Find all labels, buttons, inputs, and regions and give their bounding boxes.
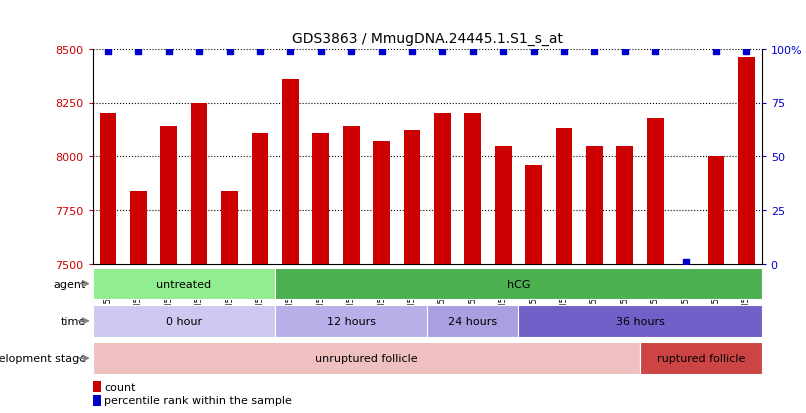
Text: hCG: hCG xyxy=(507,279,530,289)
Point xyxy=(588,48,601,55)
Bar xyxy=(586,146,603,264)
Point xyxy=(375,48,388,55)
Bar xyxy=(130,191,147,264)
Point xyxy=(405,48,418,55)
FancyBboxPatch shape xyxy=(93,305,275,337)
Text: count: count xyxy=(105,382,136,392)
Bar xyxy=(251,133,268,264)
Point xyxy=(345,48,358,55)
Text: unruptured follicle: unruptured follicle xyxy=(315,353,418,363)
Point xyxy=(709,48,722,55)
Point xyxy=(132,48,145,55)
Text: agent: agent xyxy=(54,279,86,289)
FancyBboxPatch shape xyxy=(518,305,762,337)
FancyBboxPatch shape xyxy=(93,342,640,374)
FancyBboxPatch shape xyxy=(640,342,762,374)
Bar xyxy=(313,133,329,264)
Title: GDS3863 / MmugDNA.24445.1.S1_s_at: GDS3863 / MmugDNA.24445.1.S1_s_at xyxy=(292,32,563,46)
Bar xyxy=(495,146,512,264)
Point xyxy=(314,48,327,55)
Bar xyxy=(93,395,101,406)
Bar xyxy=(738,58,755,264)
Text: untreated: untreated xyxy=(156,279,211,289)
Text: 24 hours: 24 hours xyxy=(448,316,497,326)
Bar xyxy=(526,166,542,264)
Bar xyxy=(343,127,359,264)
Bar xyxy=(282,80,299,264)
FancyBboxPatch shape xyxy=(275,305,427,337)
Bar xyxy=(647,118,663,264)
Bar xyxy=(191,103,207,264)
Point xyxy=(436,48,449,55)
Bar xyxy=(373,142,390,264)
FancyBboxPatch shape xyxy=(275,268,762,300)
Bar xyxy=(160,127,177,264)
Point xyxy=(527,48,540,55)
Point xyxy=(679,259,692,266)
Text: ruptured follicle: ruptured follicle xyxy=(657,353,745,363)
Text: development stage: development stage xyxy=(0,353,86,363)
Text: 0 hour: 0 hour xyxy=(166,316,202,326)
Text: 36 hours: 36 hours xyxy=(616,316,664,326)
Bar xyxy=(404,131,421,264)
Bar xyxy=(221,191,238,264)
FancyBboxPatch shape xyxy=(93,268,275,300)
Bar xyxy=(464,114,481,264)
FancyBboxPatch shape xyxy=(427,305,518,337)
Point xyxy=(284,48,297,55)
Point xyxy=(740,48,753,55)
Text: 12 hours: 12 hours xyxy=(326,316,376,326)
Bar xyxy=(93,381,101,392)
Point xyxy=(558,48,571,55)
Point xyxy=(223,48,236,55)
Bar xyxy=(434,114,451,264)
Bar xyxy=(708,157,725,264)
Bar xyxy=(99,114,116,264)
Point xyxy=(467,48,480,55)
Point xyxy=(649,48,662,55)
Point xyxy=(618,48,631,55)
Point xyxy=(193,48,206,55)
Bar xyxy=(555,129,572,264)
Bar xyxy=(617,146,634,264)
Point xyxy=(496,48,509,55)
Text: percentile rank within the sample: percentile rank within the sample xyxy=(105,396,293,406)
Point xyxy=(253,48,266,55)
Text: time: time xyxy=(60,316,86,326)
Point xyxy=(102,48,114,55)
Point xyxy=(162,48,175,55)
